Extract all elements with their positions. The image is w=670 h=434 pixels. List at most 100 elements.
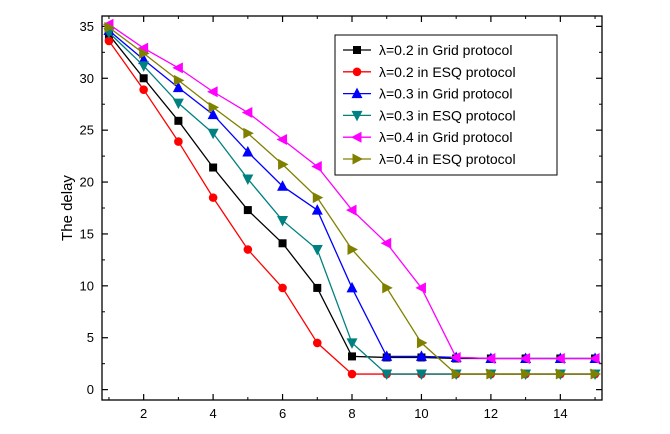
- data-point: [139, 47, 150, 59]
- x-tick-label: 10: [414, 406, 428, 421]
- y-tick-label: 10: [80, 278, 94, 293]
- data-point: [172, 81, 184, 93]
- legend-label: λ=0.4 in ESQ protocol: [379, 151, 516, 167]
- data-point: [209, 163, 218, 172]
- y-axis-label: The delay: [59, 175, 76, 241]
- data-point: [347, 244, 358, 256]
- x-tick-label: 8: [348, 406, 355, 421]
- data-point: [278, 239, 287, 248]
- y-tick-label: 20: [80, 175, 94, 190]
- x-tick-label: 6: [279, 406, 286, 421]
- data-point: [346, 281, 358, 293]
- data-point: [348, 352, 356, 361]
- data-point: [277, 215, 289, 227]
- x-tick-label: 12: [484, 406, 498, 421]
- data-point: [243, 245, 253, 254]
- y-tick-label: 0: [87, 382, 94, 397]
- data-point: [278, 283, 287, 293]
- data-point: [589, 352, 600, 364]
- legend-item: λ=0.3 in Grid protocol: [343, 86, 512, 102]
- data-point: [172, 98, 184, 110]
- series-6: [104, 21, 602, 380]
- data-point: [207, 108, 219, 120]
- legend-swatch-marker: [352, 67, 362, 77]
- data-point: [311, 204, 323, 215]
- data-point: [382, 282, 393, 294]
- y-tick-label: 35: [80, 19, 94, 34]
- data-point: [415, 369, 427, 381]
- y-tick-label: 25: [80, 123, 94, 138]
- data-point: [207, 128, 219, 140]
- legend-label: λ=0.3 in Grid protocol: [379, 86, 512, 102]
- data-point: [138, 61, 150, 72]
- data-point: [243, 206, 252, 215]
- legend-item: λ=0.4 in ESQ protocol: [343, 151, 516, 167]
- data-point: [346, 204, 357, 216]
- data-point: [346, 338, 358, 349]
- legend-item: λ=0.3 in ESQ protocol: [343, 107, 516, 123]
- data-point: [415, 350, 427, 361]
- data-point: [208, 101, 220, 113]
- legend-item: λ=0.2 in Grid protocol: [343, 42, 512, 58]
- series-layer: [102, 18, 602, 381]
- data-point: [208, 193, 218, 202]
- data-point: [173, 74, 185, 86]
- data-point: [381, 369, 393, 381]
- data-point: [139, 85, 148, 94]
- data-point: [521, 368, 532, 380]
- data-point: [242, 145, 254, 157]
- data-point: [347, 369, 357, 379]
- data-point: [484, 352, 496, 364]
- legend-swatch-marker: [351, 87, 363, 99]
- data-point: [207, 86, 218, 98]
- data-point: [486, 368, 497, 380]
- data-point: [243, 127, 254, 139]
- legend-box: [334, 34, 558, 176]
- y-tick-label: 5: [87, 330, 94, 345]
- legend-swatch-marker: [351, 131, 362, 143]
- data-point: [311, 245, 323, 256]
- data-point: [172, 62, 183, 74]
- data-point: [415, 282, 426, 294]
- data-point: [104, 21, 115, 33]
- data-point: [381, 350, 393, 361]
- data-point: [451, 368, 463, 380]
- data-point: [416, 337, 428, 349]
- legend-swatch-marker: [351, 110, 363, 122]
- legend-label: λ=0.2 in Grid protocol: [379, 42, 512, 58]
- legend-swatch-marker: [352, 153, 363, 165]
- data-point: [312, 338, 322, 348]
- x-tick-label: 14: [553, 406, 567, 421]
- data-point: [312, 192, 324, 204]
- x-tick-label: 2: [140, 406, 147, 421]
- legend-label: λ=0.4 in Grid protocol: [379, 129, 512, 145]
- data-point: [137, 42, 149, 54]
- data-point: [278, 158, 289, 170]
- data-point: [555, 368, 567, 380]
- legend-item: λ=0.2 in ESQ protocol: [343, 64, 516, 80]
- data-point: [139, 74, 148, 83]
- x-tick-label: 4: [209, 406, 216, 421]
- data-point: [313, 283, 322, 292]
- data-point: [277, 180, 289, 191]
- data-point: [174, 137, 183, 146]
- data-point: [554, 352, 565, 364]
- data-point: [104, 36, 114, 46]
- data-point: [380, 237, 392, 249]
- data-point: [311, 160, 322, 172]
- data-point: [590, 368, 602, 380]
- data-point: [450, 351, 461, 363]
- legend-label: λ=0.2 in ESQ protocol: [379, 64, 516, 80]
- axis-ticks: 2 4 6 8 10 12 14 0 5 10 15 20 25 30 35: [80, 16, 602, 421]
- y-tick-label: 30: [80, 71, 94, 86]
- data-point: [242, 174, 254, 185]
- y-tick-label: 15: [80, 226, 94, 241]
- data-point: [519, 352, 531, 364]
- data-point: [174, 116, 183, 125]
- legend-item: λ=0.4 in Grid protocol: [343, 129, 512, 145]
- legend: λ=0.2 in Grid protocol λ=0.2 in ESQ proto…: [334, 34, 558, 176]
- data-point: [241, 107, 253, 119]
- legend-swatch-marker: [353, 46, 361, 54]
- data-point: [276, 134, 288, 146]
